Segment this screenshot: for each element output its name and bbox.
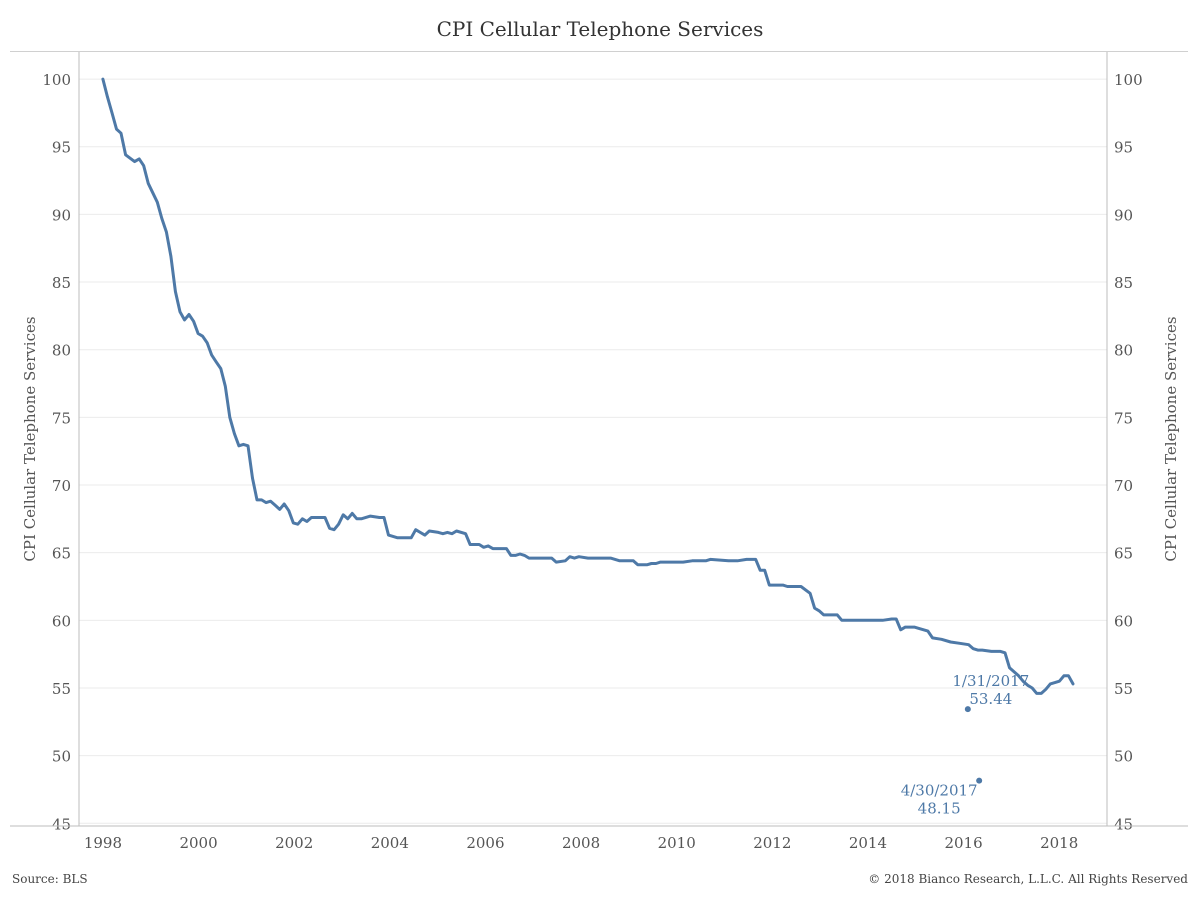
y-axis-title-left: CPI Cellular Telephone Services <box>21 316 39 561</box>
x-tick-label: 1998 <box>84 834 122 852</box>
x-tick-label: 2012 <box>753 834 791 852</box>
y-tick-label-right: 95 <box>1114 139 1133 157</box>
x-tick-label: 2002 <box>275 834 313 852</box>
annotation-date: 4/30/2017 <box>901 782 978 800</box>
y-tick-label-left: 85 <box>52 274 71 292</box>
x-tick-label: 2016 <box>944 834 982 852</box>
y-tick-label-left: 45 <box>52 815 71 833</box>
y-tick-label-right: 80 <box>1114 342 1133 360</box>
y-tick-label-left: 100 <box>42 71 71 89</box>
x-tick-label: 2000 <box>179 834 217 852</box>
y-tick-label-left: 75 <box>52 409 71 427</box>
annotation-marker <box>976 777 983 784</box>
series-line-cpi <box>101 77 1075 695</box>
annotation-value: 53.44 <box>969 690 1012 708</box>
y-tick-label-left: 60 <box>52 612 71 630</box>
x-tick-label: 2018 <box>1040 834 1078 852</box>
x-tick-label: 2004 <box>371 834 409 852</box>
x-tick-label: 2008 <box>562 834 600 852</box>
y-tick-label-right: 70 <box>1114 477 1133 495</box>
y-tick-label-left: 80 <box>52 342 71 360</box>
y-tick-label-left: 95 <box>52 139 71 157</box>
x-tick-label: 2006 <box>466 834 504 852</box>
y-tick-label-left: 50 <box>52 748 71 766</box>
y-tick-label-right: 65 <box>1114 545 1133 563</box>
annotation-date: 1/31/2017 <box>952 672 1029 690</box>
y-tick-label-left: 65 <box>52 545 71 563</box>
source-note: Source: BLS <box>12 872 88 886</box>
y-axis-title-right: CPI Cellular Telephone Services <box>1162 316 1180 561</box>
y-tick-label-right: 75 <box>1114 409 1133 427</box>
y-tick-label-left: 55 <box>52 680 71 698</box>
copyright-note: © 2018 Bianco Research, L.L.C. All Right… <box>868 872 1188 886</box>
x-tick-label: 2014 <box>849 834 887 852</box>
x-tick-label: 2010 <box>658 834 696 852</box>
y-tick-label-right: 60 <box>1114 612 1133 630</box>
y-tick-label-left: 70 <box>52 477 71 495</box>
annotation-value: 48.15 <box>918 800 961 818</box>
y-tick-label-right: 85 <box>1114 274 1133 292</box>
y-tick-label-right: 100 <box>1114 71 1143 89</box>
y-tick-label-left: 90 <box>52 206 71 224</box>
title-divider <box>10 51 1188 52</box>
y-tick-label-right: 90 <box>1114 206 1133 224</box>
y-tick-label-right: 50 <box>1114 748 1133 766</box>
chart-title: CPI Cellular Telephone Services <box>436 17 764 41</box>
y-tick-label-right: 55 <box>1114 680 1133 698</box>
y-tick-label-right: 45 <box>1114 815 1133 833</box>
annotation-marker <box>964 706 971 713</box>
